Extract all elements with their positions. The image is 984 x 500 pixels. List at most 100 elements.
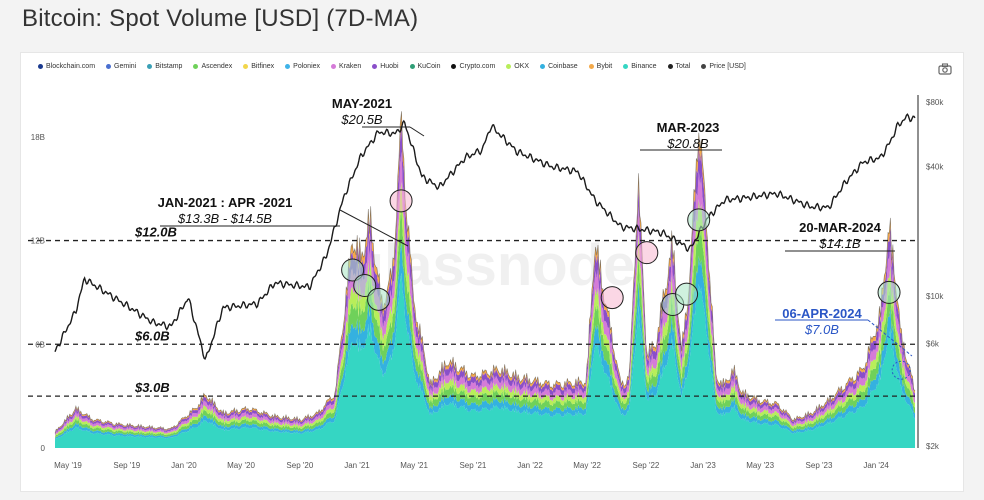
x-tick-label: May '23 xyxy=(746,461,774,470)
legend-item[interactable]: Ascendex xyxy=(193,63,232,70)
x-tick-label: Jan '20 xyxy=(171,461,197,470)
volume-stack-area xyxy=(55,151,915,437)
legend-dot-icon xyxy=(701,64,707,69)
legend-label: Poloniex xyxy=(293,63,321,70)
legend-label: Coinbase xyxy=(548,63,578,70)
x-tick-label: Sep '21 xyxy=(459,461,486,470)
legend-label: Bitstamp xyxy=(155,63,183,70)
legend-label: Binance xyxy=(631,63,657,70)
legend-item[interactable]: OKX xyxy=(506,63,529,70)
legend-item[interactable]: Gemini xyxy=(106,63,136,70)
volume-stack-area xyxy=(55,272,915,448)
y-left-tick-label: 6B xyxy=(35,340,45,349)
annotation-connector xyxy=(339,209,409,247)
peak-marker-jun-2022 xyxy=(600,286,624,310)
legend-dot-icon xyxy=(667,64,673,69)
x-tick-label: May '20 xyxy=(227,461,255,470)
legend-dot-icon xyxy=(409,64,415,69)
legend-item[interactable]: Price [USD] xyxy=(701,63,746,70)
legend-item[interactable]: Total xyxy=(667,63,691,70)
x-tick-label: May '19 xyxy=(54,461,82,470)
annotation-title: MAR-2023 xyxy=(657,120,720,135)
legend-dot-icon xyxy=(623,64,629,69)
legend-item[interactable]: Bybit xyxy=(588,63,613,70)
peak-marker-apr-2024 xyxy=(891,360,911,380)
legend-dot-icon xyxy=(193,64,199,69)
legend-label: KuCoin xyxy=(417,63,441,70)
annotation-value: $20.5B xyxy=(340,112,383,127)
legend-item[interactable]: Bitstamp xyxy=(147,63,182,70)
legend-dot-icon xyxy=(451,64,457,69)
legend-label: Ascendex xyxy=(201,63,233,70)
x-tick-label: May '22 xyxy=(573,461,601,470)
price-line xyxy=(54,113,916,361)
legend-item[interactable]: Bitfinex xyxy=(243,63,274,70)
volume-stack-area xyxy=(55,182,915,438)
volume-stack-area xyxy=(55,124,915,436)
volume-stack-area xyxy=(55,209,915,439)
y-right-tick-label: $2k xyxy=(926,442,940,451)
reference-label: $6.0B xyxy=(134,328,170,343)
y-right-tick-label: $40k xyxy=(926,163,944,172)
legend-label: Total xyxy=(675,63,691,70)
y-right-tick-label: $80k xyxy=(926,98,944,107)
camera-icon[interactable] xyxy=(938,63,952,75)
legend-item[interactable]: KuCoin xyxy=(409,63,441,70)
y-left-tick-label: 12B xyxy=(31,237,45,246)
y-left-tick-label: 0 xyxy=(41,444,46,453)
x-tick-label: Jan '21 xyxy=(344,461,370,470)
peak-marker-mar-2024 xyxy=(877,280,901,304)
legend-label: Bybit xyxy=(596,63,613,70)
legend-item[interactable]: Binance xyxy=(623,63,657,70)
legend-dot-icon xyxy=(588,64,594,69)
legend-dot-icon xyxy=(506,64,512,69)
x-tick-label: Sep '23 xyxy=(806,461,833,470)
peak-marker-jan-2021 xyxy=(341,258,365,282)
legend-item[interactable]: Poloniex xyxy=(285,63,320,70)
annotations: MAY-2021$20.5B JAN-2021 : APR -2021$13.3B… xyxy=(158,96,913,380)
total-volume-line xyxy=(54,111,916,434)
reference-lines: $12.0B $6.0B $3.0B xyxy=(28,225,918,397)
legend-item[interactable]: Crypto.com xyxy=(451,63,495,70)
annotation-title: MAY-2021 xyxy=(332,96,392,111)
legend-item[interactable]: Coinbase xyxy=(540,63,578,70)
legend-label: Bitfinex xyxy=(251,63,275,70)
reference-label: $3.0B xyxy=(134,380,170,395)
x-tick-label: Sep '19 xyxy=(113,461,140,470)
legend-label: OKX xyxy=(514,63,530,70)
x-tick-label: May '21 xyxy=(400,461,428,470)
y-right-tick-label: $6k xyxy=(926,340,940,349)
legend-dot-icon xyxy=(147,64,153,69)
x-tick-label: Jan '22 xyxy=(517,461,543,470)
annotation-value: $13.3B - $14.5B xyxy=(177,211,272,226)
annotation-title: 06-APR-2024 xyxy=(782,306,862,321)
legend-item[interactable]: Kraken xyxy=(331,63,361,70)
peak-marker-apr-2021 xyxy=(367,287,391,311)
peak-marker-may-2021 xyxy=(389,189,413,213)
annotation-title: 20-MAR-2024 xyxy=(799,220,881,235)
legend-label: Huobi xyxy=(380,63,399,70)
annotation-value: $7.0B xyxy=(804,322,839,337)
peak-marker-nov-2022 xyxy=(635,241,659,265)
legend-item[interactable]: Blockchain.com xyxy=(38,63,95,70)
chart-legend: Blockchain.com Gemini Bitstamp Ascendex Bitf… xyxy=(38,63,818,70)
legend-label: Price [USD] xyxy=(709,63,746,70)
legend-dot-icon xyxy=(243,64,249,69)
x-tick-label: Sep '20 xyxy=(286,461,313,470)
legend-dot-icon xyxy=(38,64,43,69)
legend-dot-icon xyxy=(372,64,378,69)
volume-stack-area xyxy=(55,242,915,441)
annotation-title: JAN-2021 : APR -2021 xyxy=(158,195,293,210)
x-tick-label: Jan '24 xyxy=(863,461,889,470)
legend-label: Gemini xyxy=(114,63,137,70)
legend-item[interactable]: Huobi xyxy=(372,63,399,70)
legend-dot-icon xyxy=(540,64,546,69)
volume-stacks xyxy=(54,111,916,448)
peak-marker-mar-2023 xyxy=(687,208,711,232)
x-tick-label: Jan '23 xyxy=(690,461,716,470)
price-usd-line xyxy=(54,113,916,361)
legend-dot-icon xyxy=(106,64,112,69)
peak-marker-feb-2021 xyxy=(353,274,377,298)
annotation-connector xyxy=(409,126,425,137)
